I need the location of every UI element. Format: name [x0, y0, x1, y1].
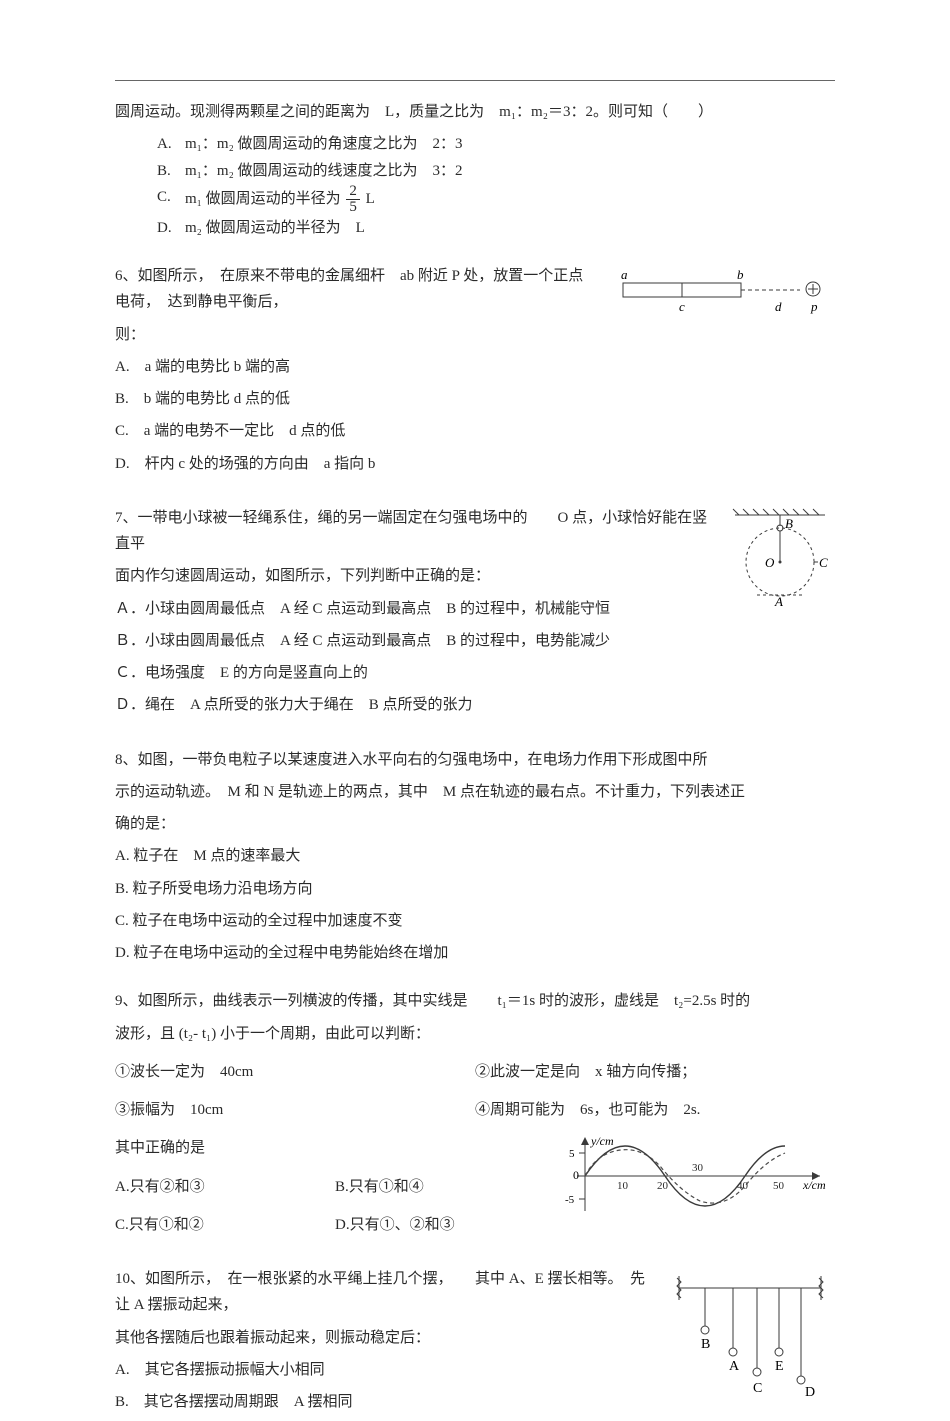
- fig-label-e: E: [775, 1359, 784, 1374]
- figure-q6-svg: a b c d p: [605, 265, 835, 321]
- q8-opt-a: A. 粒子在 M 点的速率最大: [115, 843, 835, 869]
- fig-ybot: -5: [565, 1194, 575, 1206]
- opt-text: 杆内 c 处的场强的方向由 a 指向 b: [145, 456, 376, 472]
- fig-label-o: O: [765, 555, 775, 570]
- fig-label-c: c: [679, 299, 685, 314]
- question-10: B A C E D 10、如图所示， 在一根张紧的水平绳上挂几个摆， 其中 A、…: [115, 1266, 835, 1421]
- q8-stem1: 8、如图，一带负电粒子以某速度进入水平向右的匀强电场中，在电场力作用下形成图中所: [115, 747, 835, 773]
- opt-text: m₁：m₂ 做圆周运动的角速度之比为 2：3: [185, 131, 463, 157]
- top-rule: [115, 80, 835, 81]
- frac-den: 5: [346, 199, 360, 215]
- q9-s4: ④周期可能为 6s，也可能为 2s.: [475, 1097, 835, 1123]
- fig-tick: 30: [692, 1162, 704, 1174]
- fig-label-d: D: [805, 1385, 815, 1400]
- q9-opts-row1: A.只有②和③ B.只有①和④: [115, 1168, 555, 1206]
- q6-opt-d: D. 杆内 c 处的场强的方向由 a 指向 b: [115, 451, 835, 477]
- question-8: 8、如图，一带负电粒子以某速度进入水平向右的匀强电场中，在电场力作用下形成图中所…: [115, 747, 835, 967]
- opt-text-suf: L: [366, 191, 375, 207]
- fig-label-a: A: [729, 1359, 740, 1374]
- fig-tick: 40: [737, 1180, 749, 1192]
- figure-q9-svg: y/cm x/cm 0 5 -5 10 20 30 40 50: [565, 1131, 835, 1221]
- question-6: a b c d p 6、如图所示， 在原来不带电的金属细杆 ab 附近 P 处，…: [115, 263, 835, 483]
- opt-text: m₁ 做圆周运动的半径为 25 L: [185, 184, 375, 215]
- opt-label: D.: [157, 215, 181, 241]
- q9-opts-row2: C.只有①和② D.只有①、②和③: [115, 1206, 555, 1244]
- fig-ylabel: y/cm: [590, 1134, 614, 1148]
- figure-q7-svg: O B C A: [725, 507, 835, 607]
- fig-label-c: C: [819, 555, 828, 570]
- fig-label-b: B: [785, 516, 793, 531]
- q9-opt-a: A.只有②和③: [115, 1174, 335, 1200]
- q9-s2: ②此波一定是向 x 轴方向传播；: [475, 1059, 835, 1085]
- q7-opt-d: Ｄ．绳在 A 点所受的张力大于绳在 B 点所受的张力: [115, 692, 835, 718]
- figure-q6: a b c d p: [605, 265, 835, 321]
- q8-stem3: 确的是：: [115, 811, 835, 837]
- q9-opt-d: D.只有①、②和③: [335, 1212, 555, 1238]
- fig-tick: 10: [617, 1180, 629, 1192]
- q6-opt-b: B. b 端的电势比 d 点的低: [115, 386, 835, 412]
- frac-num: 2: [346, 184, 360, 199]
- fig-origin: 0: [573, 1168, 579, 1182]
- q7-opt-c: Ｃ．电场强度 E 的方向是竖直向上的: [115, 660, 835, 686]
- fig-ytop: 5: [569, 1148, 575, 1160]
- q6-opt-a: A. a 端的电势比 b 端的高: [115, 354, 835, 380]
- q9-statements-row2: ③振幅为 10cm ④周期可能为 6s，也可能为 2s.: [115, 1091, 835, 1129]
- opt-text: m₁：m₂ 做圆周运动的线速度之比为 3：2: [185, 158, 463, 184]
- opt-text: a 端的电势不一定比 d 点的低: [144, 423, 346, 439]
- intro-opt-a: A.m₁：m₂ 做圆周运动的角速度之比为 2：3: [115, 131, 835, 157]
- figure-q10: B A C E D: [665, 1268, 835, 1408]
- fig-tick: 20: [657, 1180, 669, 1192]
- q8-stem2: 示的运动轨迹。 M 和 N 是轨迹上的两点，其中 M 点在轨迹的最右点。不计重力…: [115, 779, 835, 805]
- opt-text-pre: m₁ 做圆周运动的半径为: [185, 191, 341, 207]
- fig-label-b: b: [737, 267, 744, 282]
- q6-stem2: 则：: [115, 322, 835, 348]
- opt-text: a 端的电势比 b 端的高: [145, 359, 290, 375]
- fig-label-c: C: [753, 1381, 762, 1396]
- fig-label-a: A: [774, 594, 783, 607]
- page: 圆周运动。现测得两颗星之间的距离为 L，质量之比为 m₁：m₂＝3：2。则可知（…: [0, 0, 950, 1345]
- q-intro: 圆周运动。现测得两颗星之间的距离为 L，质量之比为 m₁：m₂＝3：2。则可知（…: [115, 99, 835, 125]
- q7-opt-b: Ｂ．小球由圆周最低点 A 经 C 点运动到最高点 B 的过程中，电势能减少: [115, 628, 835, 654]
- q9-opt-c: C.只有①和②: [115, 1212, 335, 1238]
- opt-text: m₂ 做圆周运动的半径为 L: [185, 215, 365, 241]
- opt-label: A.: [157, 131, 181, 157]
- q9-opt-b: B.只有①和④: [335, 1174, 555, 1200]
- fig-label-p: p: [810, 299, 818, 314]
- q8-opt-d: D. 粒子在电场中运动的全过程中电势能始终在增加: [115, 940, 835, 966]
- q6-opt-c: C. a 端的电势不一定比 d 点的低: [115, 418, 835, 444]
- figure-q9: y/cm x/cm 0 5 -5 10 20 30 40 50: [565, 1131, 835, 1221]
- q9-statements-row1: ①波长一定为 40cm ②此波一定是向 x 轴方向传播；: [115, 1053, 835, 1091]
- opt-label: C.: [157, 184, 181, 215]
- intro-opt-b: B.m₁：m₂ 做圆周运动的线速度之比为 3：2: [115, 158, 835, 184]
- q9-s1: ①波长一定为 40cm: [115, 1059, 475, 1085]
- q9-s3: ③振幅为 10cm: [115, 1097, 475, 1123]
- fig-label-a: a: [621, 267, 628, 282]
- fig-label-d: d: [775, 299, 782, 314]
- opt-text: b 端的电势比 d 点的低: [144, 391, 290, 407]
- fraction: 25: [346, 184, 360, 215]
- q9-stem1: 9、如图所示，曲线表示一列横波的传播，其中实线是 t₁＝1s 时的波形，虚线是 …: [115, 988, 835, 1014]
- intro-opt-d: D.m₂ 做圆周运动的半径为 L: [115, 215, 835, 241]
- opt-label: B.: [157, 158, 181, 184]
- fig-xlabel: x/cm: [802, 1178, 826, 1192]
- fig-tick: 50: [773, 1180, 785, 1192]
- q8-opt-c: C. 粒子在电场中运动的全过程中加速度不变: [115, 908, 835, 934]
- question-9: 9、如图所示，曲线表示一列横波的传播，其中实线是 t₁＝1s 时的波形，虚线是 …: [115, 988, 835, 1244]
- q8-opt-b: B. 粒子所受电场力沿电场方向: [115, 876, 835, 902]
- figure-q10-svg: B A C E D: [665, 1268, 835, 1408]
- figure-q7: O B C A: [725, 507, 835, 607]
- question-7: O B C A 7、一带电小球被一轻绳系住，绳的另一端固定在匀强电场中的 O 点…: [115, 505, 835, 725]
- q9-stem2: 波形，且 (t₂- t₁) 小于一个周期，由此可以判断：: [115, 1021, 835, 1047]
- intro-opt-c: C. m₁ 做圆周运动的半径为 25 L: [115, 184, 835, 215]
